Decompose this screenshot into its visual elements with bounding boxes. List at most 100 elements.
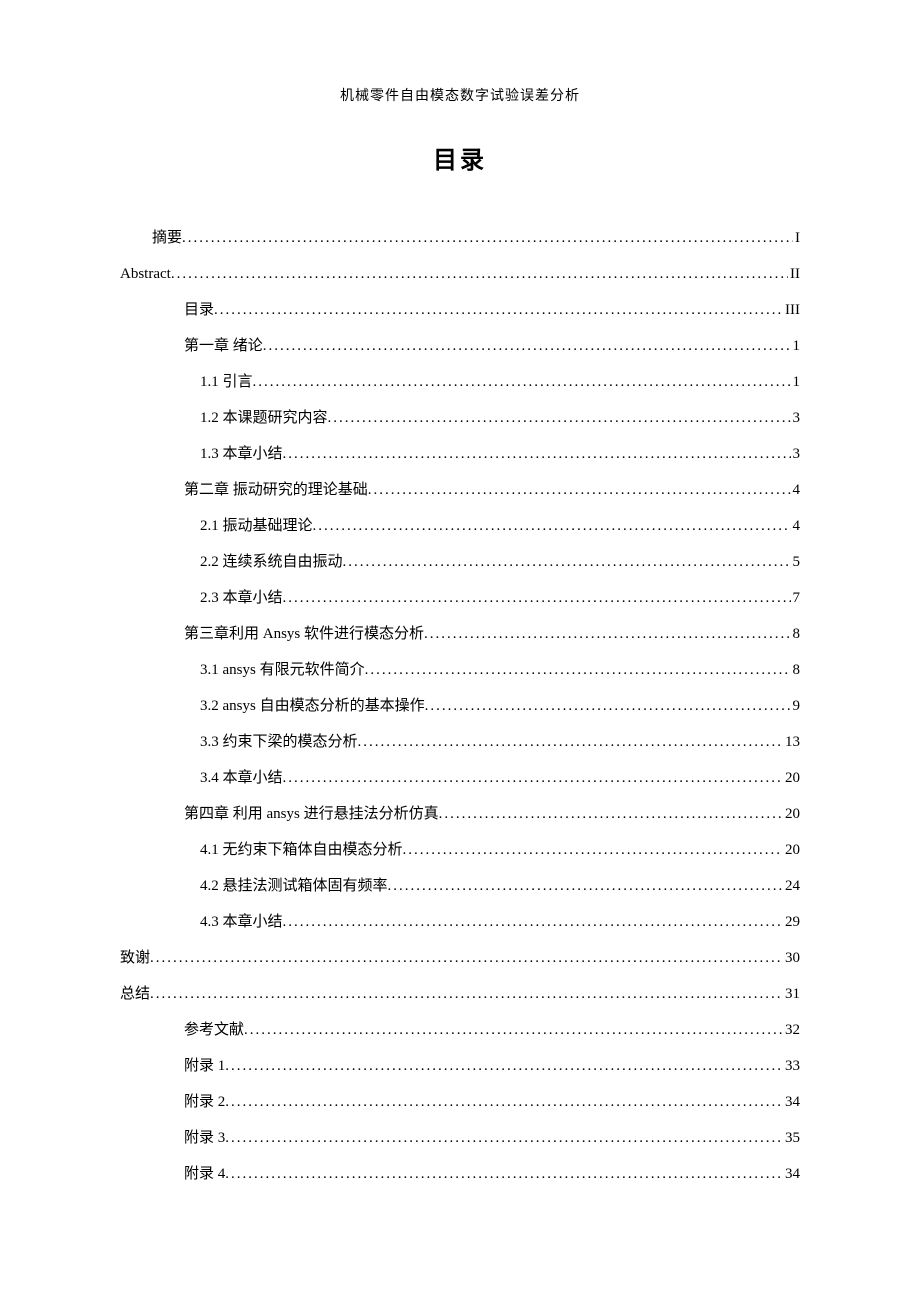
toc-entry: 4.1 无约束下箱体自由模态分析 20 — [120, 832, 800, 868]
toc-dot-leader — [225, 1048, 783, 1084]
toc-entry-page: 9 — [791, 688, 801, 724]
toc-entry: 第二章 振动研究的理论基础 4 — [120, 472, 800, 508]
toc-entry-page: 20 — [783, 796, 800, 832]
toc-entry-label: 第三章利用 Ansys 软件进行模态分析 — [184, 616, 424, 652]
toc-entry-label: 附录 1 — [184, 1048, 225, 1084]
toc-entry-label: 1.1 引言 — [200, 364, 253, 400]
toc-dot-leader — [253, 364, 791, 400]
toc-list: 摘要IAbstractII目录III第一章 绪论11.1 引言11.2 本课题研… — [120, 220, 800, 1192]
toc-entry: 附录 4 34 — [120, 1156, 800, 1192]
toc-dot-leader — [244, 1012, 783, 1048]
toc-entry-label: 4.3 本章小结 — [200, 904, 283, 940]
toc-entry-label: 1.2 本课题研究内容 — [200, 400, 328, 436]
toc-title: 目录 — [120, 140, 800, 175]
toc-dot-leader — [424, 616, 790, 652]
toc-entry-page: 8 — [791, 616, 801, 652]
toc-entry: 3.4 本章小结 20 — [120, 760, 800, 796]
toc-entry-page: 4 — [791, 508, 801, 544]
toc-entry-label: 第二章 振动研究的理论基础 — [184, 472, 368, 508]
toc-dot-leader — [425, 688, 791, 724]
toc-entry: 摘要 I — [120, 220, 800, 256]
toc-entry-page: 34 — [783, 1156, 800, 1192]
toc-entry: 4.3 本章小结 29 — [120, 904, 800, 940]
toc-entry-label: 2.1 振动基础理论 — [200, 508, 313, 544]
toc-entry-page: III — [783, 292, 800, 328]
toc-entry-page: 30 — [783, 940, 800, 976]
toc-dot-leader — [150, 940, 783, 976]
toc-entry-label: 附录 3 — [184, 1120, 225, 1156]
toc-entry: 目录 III — [120, 292, 800, 328]
toc-entry-label: 1.3 本章小结 — [200, 436, 283, 472]
toc-entry: 附录 3 35 — [120, 1120, 800, 1156]
toc-entry: 附录 2 34 — [120, 1084, 800, 1120]
toc-dot-leader — [214, 292, 783, 328]
toc-entry: 附录 1 33 — [120, 1048, 800, 1084]
toc-dot-leader — [358, 724, 783, 760]
toc-entry-label: 2.2 连续系统自由振动 — [200, 544, 343, 580]
toc-entry-label: 3.4 本章小结 — [200, 760, 283, 796]
toc-entry: 致谢 30 — [120, 940, 800, 976]
toc-entry: 2.2 连续系统自由振动5 — [120, 544, 800, 580]
toc-dot-leader — [283, 904, 783, 940]
toc-dot-leader — [365, 652, 791, 688]
toc-entry-page: 31 — [783, 976, 800, 1012]
page-header: 机械零件自由模态数字试验误差分析 — [120, 85, 800, 105]
toc-entry: 4.2 悬挂法测试箱体固有频率 24 — [120, 868, 800, 904]
toc-entry-page: 3 — [791, 436, 801, 472]
toc-entry-page: 13 — [783, 724, 800, 760]
toc-entry-label: 4.2 悬挂法测试箱体固有频率 — [200, 868, 388, 904]
toc-entry-page: 34 — [783, 1084, 800, 1120]
toc-entry-page: II — [788, 256, 800, 292]
toc-dot-leader — [343, 544, 791, 580]
toc-entry: 3.3 约束下梁的模态分析 13 — [120, 724, 800, 760]
toc-dot-leader — [283, 436, 791, 472]
toc-entry-label: 2.3 本章小结 — [200, 580, 283, 616]
toc-dot-leader — [368, 472, 791, 508]
toc-entry-page: 4 — [791, 472, 801, 508]
toc-dot-leader — [171, 256, 788, 292]
toc-entry: 3.2 ansys 自由模态分析的基本操作 9 — [120, 688, 800, 724]
toc-dot-leader — [313, 508, 791, 544]
toc-entry: 第一章 绪论 1 — [120, 328, 800, 364]
toc-entry-label: 致谢 — [120, 940, 150, 976]
toc-entry: 总结 31 — [120, 976, 800, 1012]
toc-entry-page: 1 — [791, 364, 801, 400]
toc-entry-label: 摘要 — [152, 220, 182, 256]
toc-entry-label: 总结 — [120, 976, 150, 1012]
toc-dot-leader — [388, 868, 783, 904]
toc-entry: Abstract II — [120, 256, 800, 292]
toc-entry-page: 3 — [791, 400, 801, 436]
toc-entry-label: 目录 — [184, 292, 214, 328]
toc-entry-page: 35 — [783, 1120, 800, 1156]
toc-entry-page: 33 — [783, 1048, 800, 1084]
toc-entry: 1.2 本课题研究内容 3 — [120, 400, 800, 436]
toc-entry-label: 3.1 ansys 有限元软件简介 — [200, 652, 365, 688]
toc-entry: 3.1 ansys 有限元软件简介 8 — [120, 652, 800, 688]
toc-dot-leader — [439, 796, 783, 832]
toc-entry-label: 第一章 绪论 — [184, 328, 263, 364]
document-page: 机械零件自由模态数字试验误差分析 目录 摘要IAbstractII目录III第一… — [0, 0, 920, 1292]
toc-entry-label: Abstract — [120, 256, 171, 292]
toc-dot-leader — [225, 1084, 783, 1120]
toc-entry: 第三章利用 Ansys 软件进行模态分析 8 — [120, 616, 800, 652]
toc-dot-leader — [283, 580, 791, 616]
toc-entry-page: 1 — [791, 328, 801, 364]
toc-entry-page: 8 — [791, 652, 801, 688]
toc-dot-leader — [182, 220, 793, 256]
toc-dot-leader — [403, 832, 783, 868]
toc-entry-label: 附录 2 — [184, 1084, 225, 1120]
toc-entry-page: 29 — [783, 904, 800, 940]
toc-dot-leader — [150, 976, 783, 1012]
toc-entry: 2.1 振动基础理论 4 — [120, 508, 800, 544]
toc-entry-page: I — [793, 220, 800, 256]
toc-entry-label: 第四章 利用 ansys 进行悬挂法分析仿真 — [184, 796, 439, 832]
toc-entry-page: 32 — [783, 1012, 800, 1048]
toc-entry: 参考文献32 — [120, 1012, 800, 1048]
toc-entry-page: 20 — [783, 832, 800, 868]
toc-entry-page: 24 — [783, 868, 800, 904]
toc-entry-label: 附录 4 — [184, 1156, 225, 1192]
toc-entry: 2.3 本章小结 7 — [120, 580, 800, 616]
toc-entry-label: 3.3 约束下梁的模态分析 — [200, 724, 358, 760]
toc-entry-page: 7 — [791, 580, 801, 616]
toc-dot-leader — [283, 760, 783, 796]
